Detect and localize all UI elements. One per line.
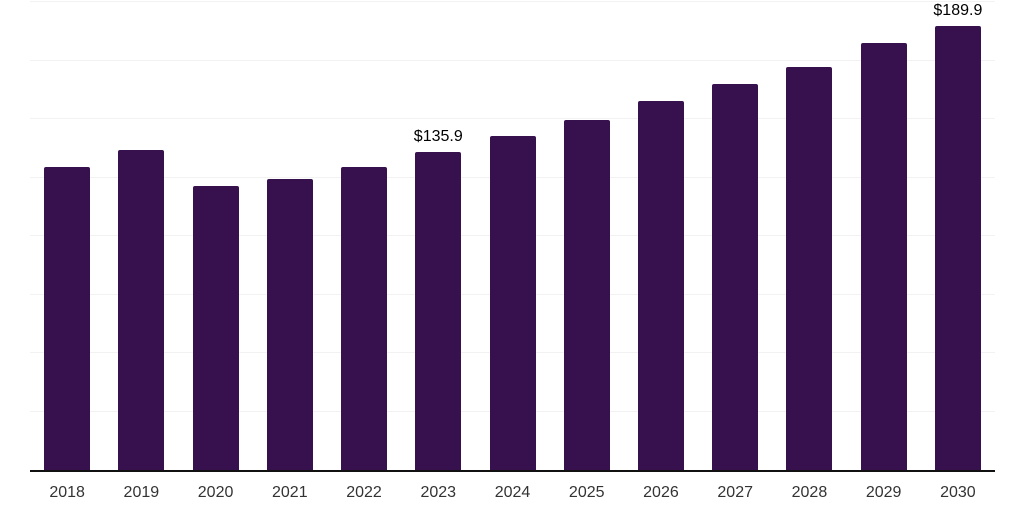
plot-area: $135.9 $189.9 <box>30 1 995 472</box>
bar-2026[interactable] <box>637 101 684 470</box>
x-tick-2020: 2020 <box>197 484 234 501</box>
gridline <box>30 118 995 119</box>
value-label-2030: $189.9 <box>933 1 983 19</box>
bar-2025[interactable] <box>563 119 610 470</box>
bar-2021[interactable] <box>266 179 313 470</box>
x-tick-2021: 2021 <box>272 484 308 501</box>
bar-2023[interactable] <box>415 152 462 470</box>
x-axis-labels: 2018 2019 2020 2021 2022 2023 2024 2025 2026 2027… <box>30 483 995 505</box>
gridline <box>30 59 995 61</box>
bar-2024[interactable] <box>489 135 536 470</box>
x-axis-line <box>30 470 995 472</box>
x-tick-2023: 2023 <box>420 484 457 501</box>
bar-2028[interactable] <box>786 66 833 470</box>
bar-2018[interactable] <box>44 166 91 470</box>
bar-2027[interactable] <box>712 84 759 470</box>
gridline <box>30 1 995 2</box>
x-tick-2025: 2025 <box>568 484 605 501</box>
x-tick-2030: 2030 <box>940 484 976 501</box>
x-tick-2028: 2028 <box>791 484 828 501</box>
value-label-2023: $135.9 <box>413 128 463 145</box>
x-tick-2019: 2019 <box>123 484 160 501</box>
x-tick-2027: 2027 <box>717 484 753 501</box>
x-tick-2022: 2022 <box>346 484 382 501</box>
x-tick-2024: 2024 <box>494 484 531 501</box>
bar-2029[interactable] <box>860 42 907 470</box>
bar-2020[interactable] <box>192 185 239 470</box>
x-tick-2029: 2029 <box>865 484 902 501</box>
x-tick-2018: 2018 <box>49 484 85 501</box>
x-tick-2026: 2026 <box>643 484 679 501</box>
bar-2030[interactable] <box>934 25 981 470</box>
bar-2019[interactable] <box>118 149 165 470</box>
bar-2022[interactable] <box>341 166 388 470</box>
